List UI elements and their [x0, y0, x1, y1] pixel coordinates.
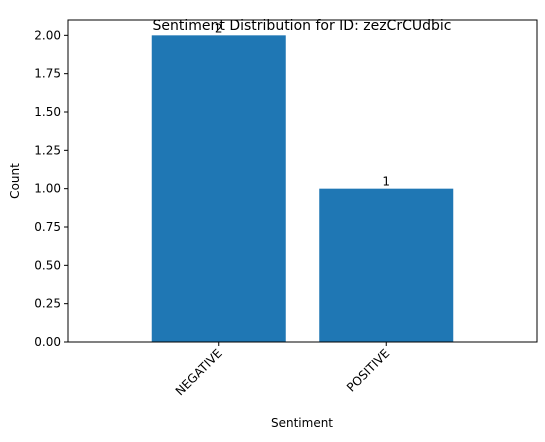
x-axis-label: Sentiment	[271, 416, 333, 430]
y-tick-label: 1.50	[34, 105, 61, 119]
y-tick-label: 1.00	[34, 182, 61, 196]
chart-title: Sentiment Distribution for ID: zezCrCUdb…	[153, 18, 452, 34]
y-tick-label: 1.75	[34, 67, 61, 81]
bars-layer	[151, 35, 454, 342]
y-tick-label: 0.00	[34, 335, 61, 349]
y-tick-label: 0.50	[34, 258, 61, 272]
bar-positive	[319, 188, 454, 342]
y-tick-label: 2.00	[34, 28, 61, 42]
y-tick-label: 0.25	[34, 297, 61, 311]
data-labels-layer: 21	[215, 21, 390, 188]
y-axis-label: Count	[8, 163, 22, 199]
bar-negative	[151, 35, 286, 342]
data-label-negative: 2	[215, 21, 223, 35]
x-axis: NEGATIVE POSITIVE	[173, 342, 392, 398]
y-tick-label: 0.75	[34, 220, 61, 234]
data-label-positive: 1	[382, 175, 390, 189]
y-axis: 0.00 0.25 0.50 0.75 1.00 1.25 1.50 1.75 2.00	[34, 28, 68, 349]
x-tick-label-positive: POSITIVE	[344, 346, 392, 394]
y-tick-label: 1.25	[34, 143, 61, 157]
x-tick-label-negative: NEGATIVE	[173, 346, 225, 398]
plot-frame	[67, 19, 538, 343]
